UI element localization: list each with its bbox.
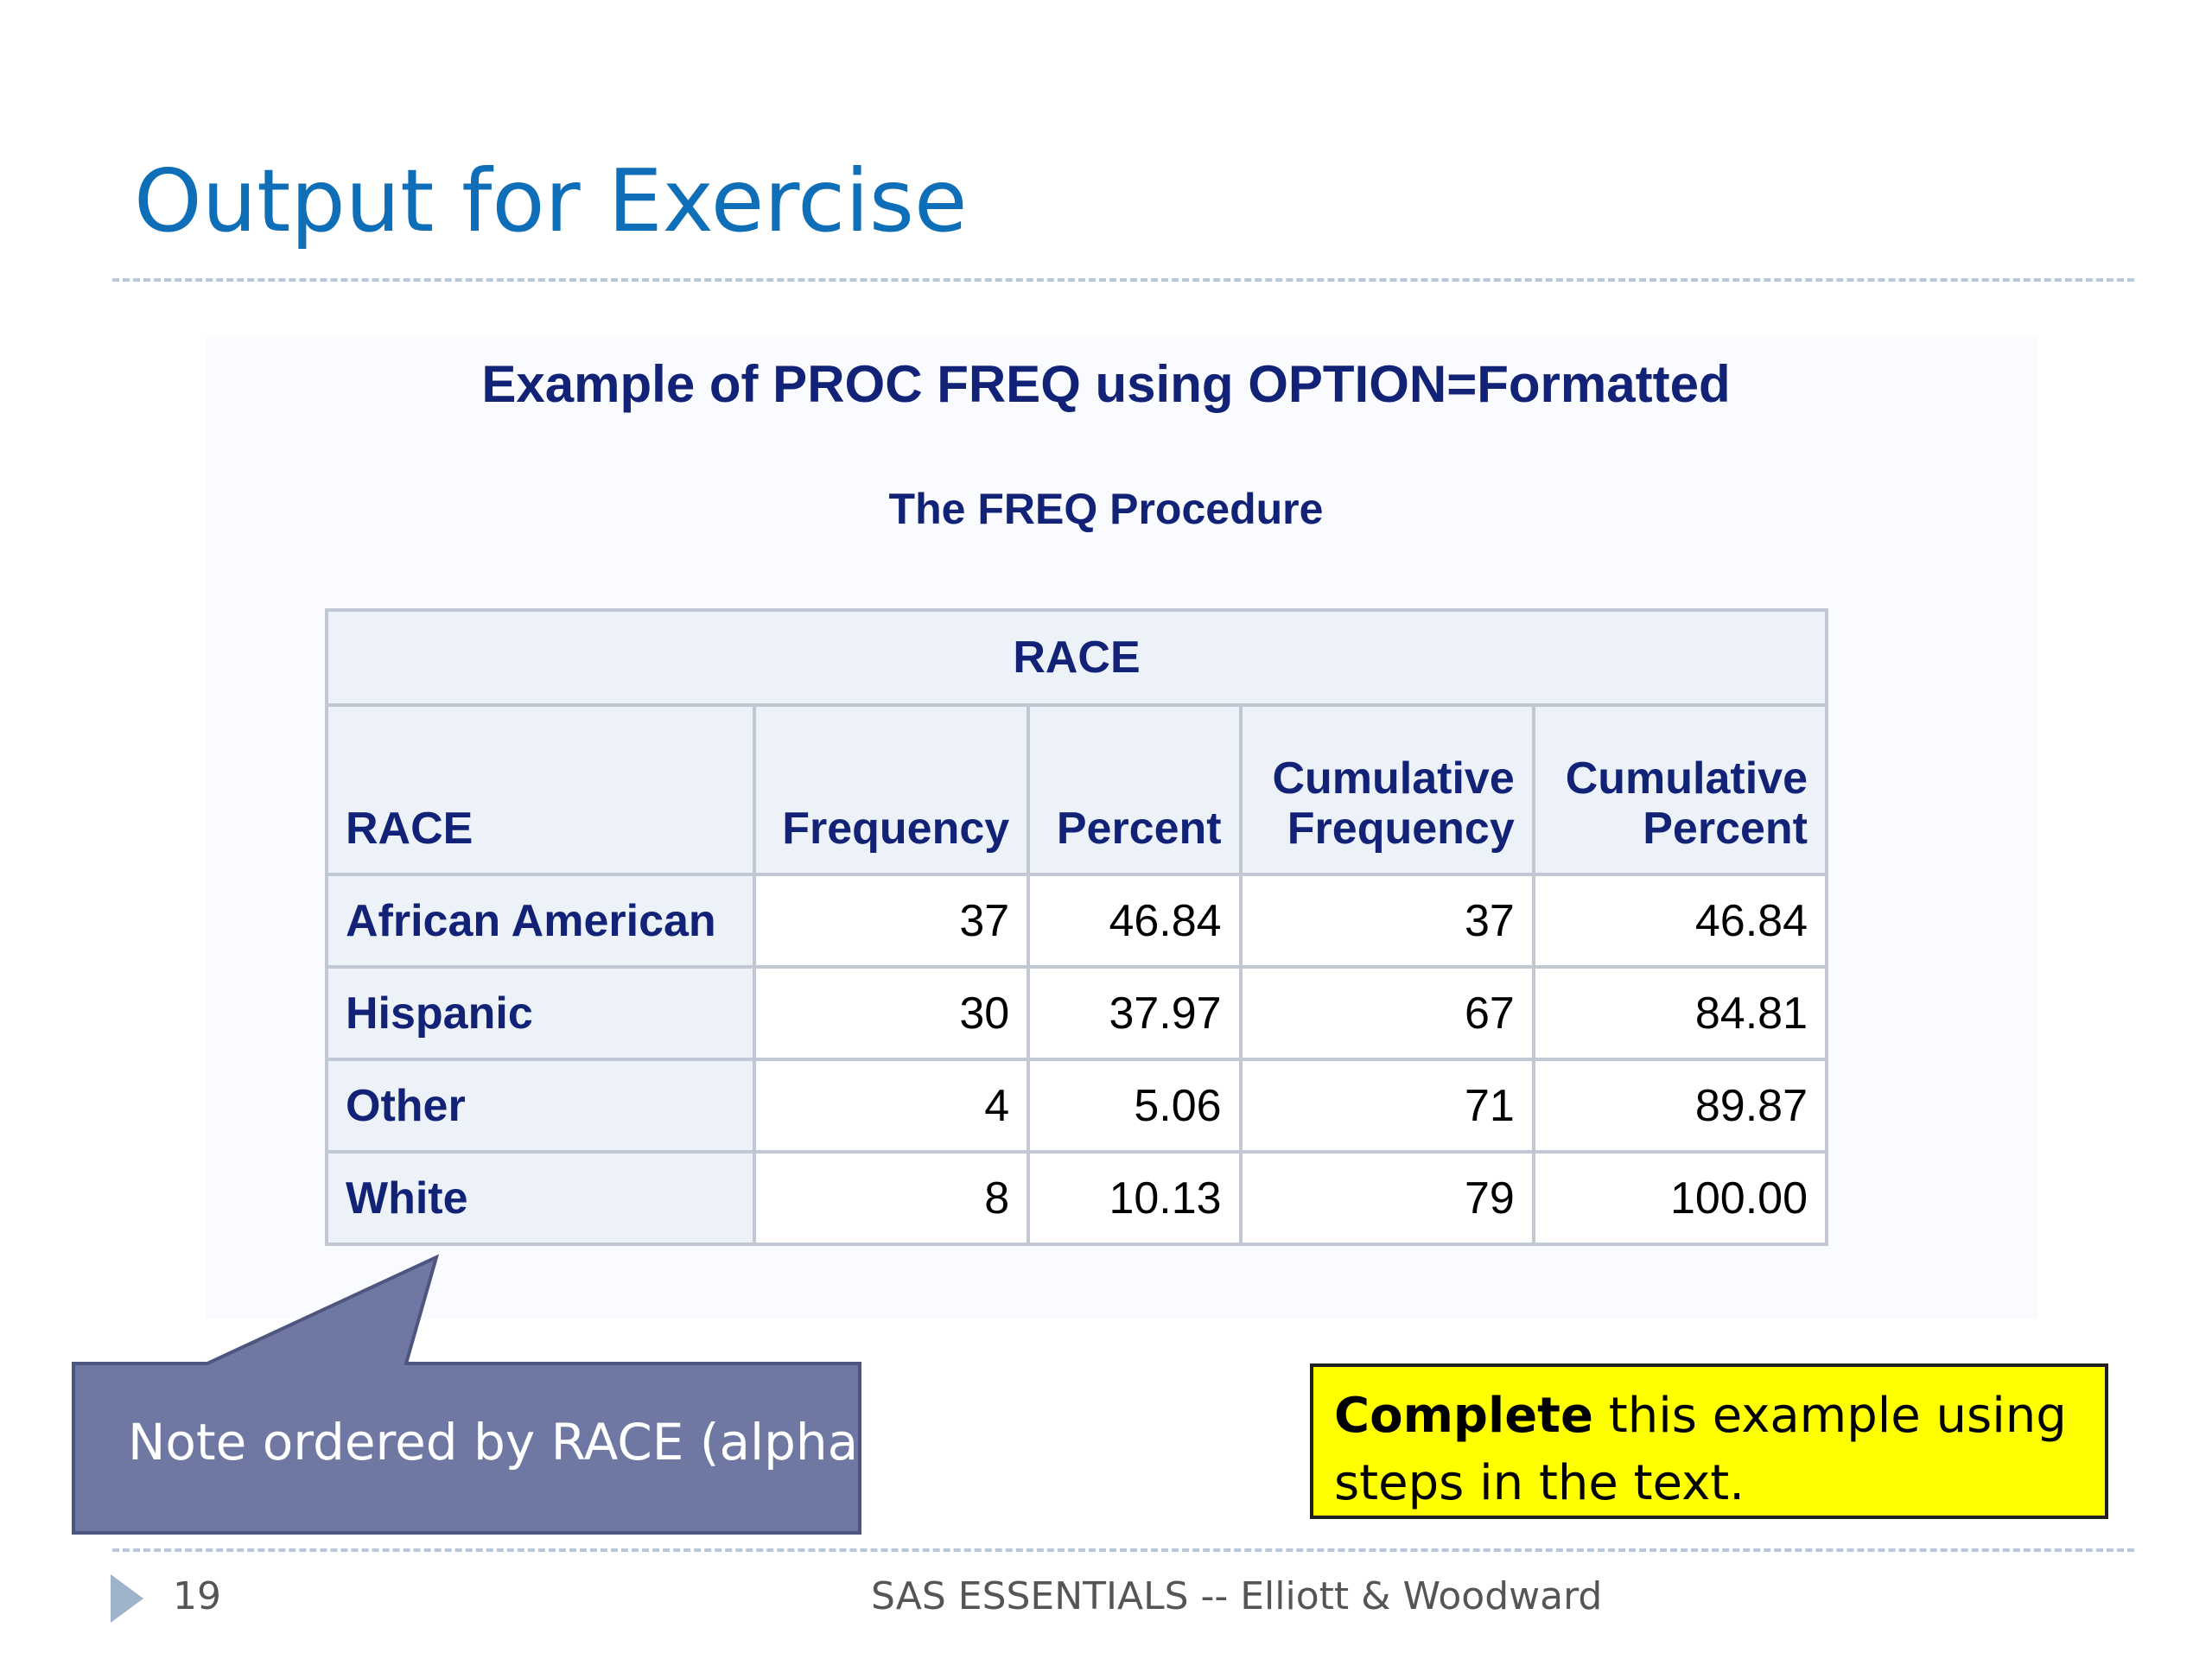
table-cell: 37 [1238,873,1535,969]
table-row: White 8 10.13 79 100.00 [325,1150,1829,1246]
frequency-table: RACE RACE Frequency Percent Cumulative Frequ… [325,608,1829,1246]
procedure-title: The FREQ Procedure [888,485,1324,533]
table-cell: 100.00 [1531,1150,1829,1246]
table-cell: 37 [752,873,1031,969]
column-header: Frequency [752,703,1031,876]
table-cell: 5.06 [1027,1058,1243,1154]
callout-text: Note ordered by RACE (alpha) [128,1413,878,1471]
table-cell: 84.81 [1531,965,1829,1061]
table-body: African American 37 46.84 37 46.84 Hispanic 30… [325,873,1829,1246]
sas-output-title: Example of PROC FREQ using OPTION=Format… [481,355,1731,413]
column-header: Cumulative Frequency [1238,703,1535,876]
page-number: 19 [173,1574,221,1618]
column-header-line: Percent [1056,804,1222,854]
column-header: RACE [325,703,756,876]
table-cell: 30 [752,965,1031,1061]
table-cell: 67 [1238,965,1535,1061]
top-divider [112,278,2134,282]
table-row: Hispanic 30 37.97 67 84.81 [325,965,1829,1061]
table-cell: 8 [752,1150,1031,1246]
slide-title: Output for Exercise [134,150,968,251]
column-header: Percent [1027,703,1243,876]
row-header-cell: Hispanic [325,965,756,1061]
column-header-line: Cumulative [1272,753,1515,804]
row-header-cell: White [325,1150,756,1246]
column-header-line: Percent [1643,804,1808,854]
column-header-line: Frequency [782,804,1010,854]
bottom-divider [112,1548,2134,1552]
note-bold-text: Complete [1334,1388,1593,1444]
table-cell: 46.84 [1531,873,1829,969]
triangle-right-icon [111,1574,143,1623]
row-header-cell: African American [325,873,756,969]
table-cell: 79 [1238,1150,1535,1246]
table-cell: 71 [1238,1058,1535,1154]
table-row: Other 4 5.06 71 89.87 [325,1058,1829,1154]
footer-text: SAS ESSENTIALS -- Elliott & Woodward [871,1574,1603,1618]
note-text: this example using steps in the text. [1334,1388,2067,1511]
table-cell: 89.87 [1531,1058,1829,1154]
column-header-line: Frequency [1287,804,1515,854]
table-row: African American 37 46.84 37 46.84 [325,873,1829,969]
table-cell: 4 [752,1058,1031,1154]
row-header-cell: Other [325,1058,756,1154]
column-header-line: Cumulative [1565,753,1808,804]
column-header-row: RACE Frequency Percent Cumulative Frequency C… [325,703,1829,876]
group-header: RACE [325,608,1828,707]
table-cell: 37.97 [1027,965,1243,1061]
table-cell: 10.13 [1027,1150,1243,1246]
instruction-note: Complete this example using steps in the… [1310,1363,2108,1519]
column-header-line: RACE [346,804,474,854]
column-header: Cumulative Percent [1531,703,1829,876]
table-cell: 46.84 [1027,873,1243,969]
